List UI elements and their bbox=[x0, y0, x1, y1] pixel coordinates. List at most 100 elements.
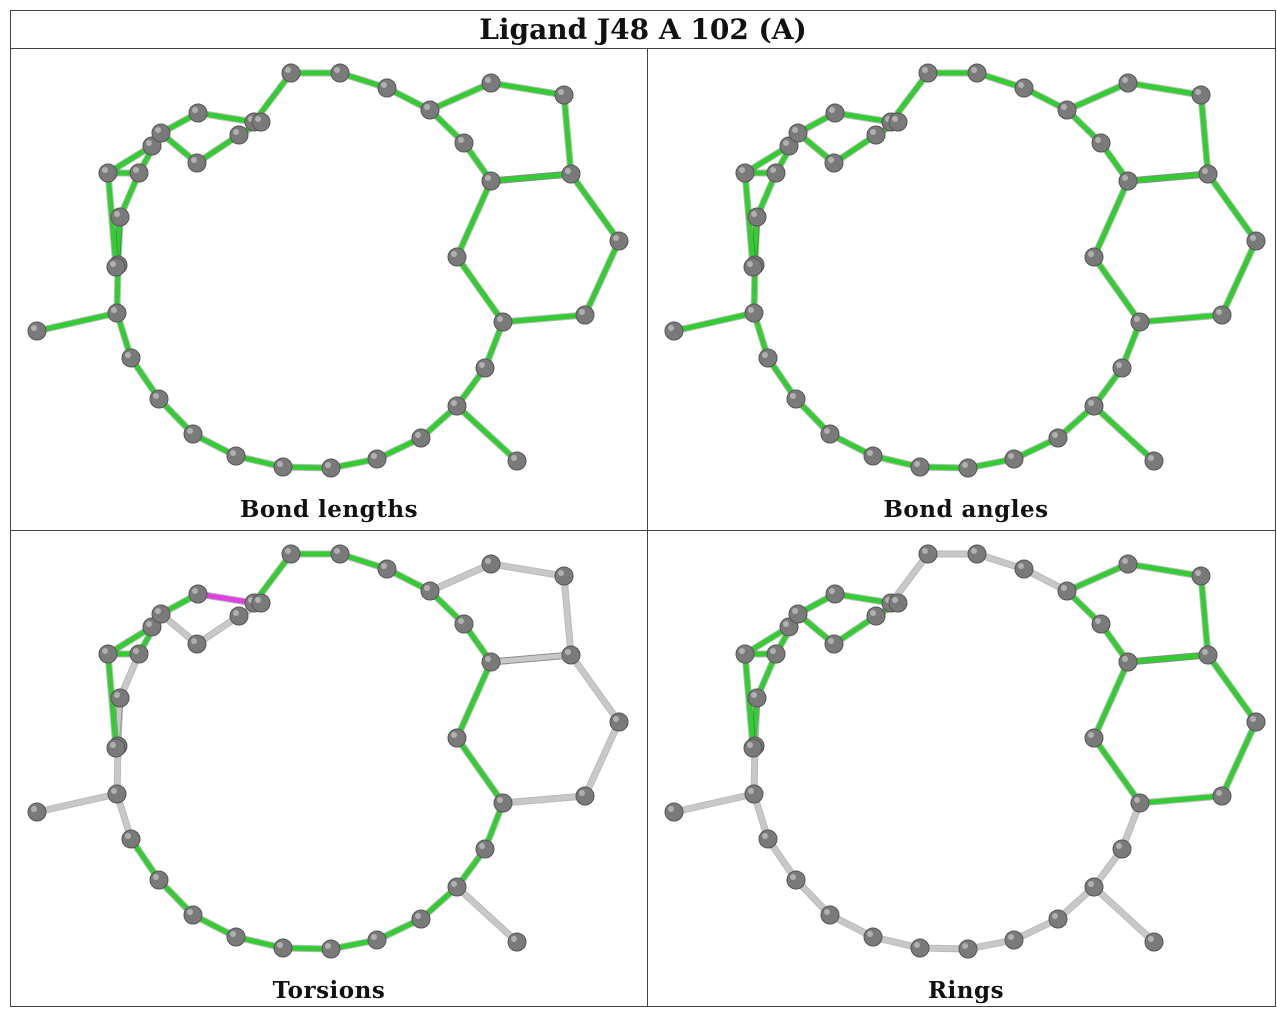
atom-highlight bbox=[334, 67, 340, 73]
atom bbox=[481, 73, 501, 93]
atom-highlight bbox=[146, 621, 152, 627]
atom bbox=[411, 909, 431, 929]
atom-highlight bbox=[1134, 316, 1140, 322]
bond bbox=[1198, 573, 1211, 658]
atom bbox=[575, 786, 595, 806]
atom bbox=[735, 163, 755, 183]
atom-highlight bbox=[255, 597, 261, 603]
atom bbox=[788, 604, 808, 624]
atom-highlight bbox=[155, 608, 161, 614]
bond bbox=[568, 652, 622, 725]
atom-highlight bbox=[187, 428, 193, 434]
atom-highlight bbox=[790, 393, 796, 399]
atom-highlight bbox=[1008, 934, 1014, 940]
atom-highlight bbox=[922, 548, 928, 554]
atom bbox=[958, 939, 978, 959]
atom-highlight bbox=[1195, 89, 1201, 95]
atom-highlight bbox=[285, 67, 291, 73]
atom-highlight bbox=[458, 137, 464, 143]
atom bbox=[910, 938, 930, 958]
atom-highlight bbox=[1018, 563, 1024, 569]
atom bbox=[454, 614, 474, 634]
atom-highlight bbox=[187, 909, 193, 915]
atom-highlight bbox=[751, 692, 757, 698]
atom-highlight bbox=[565, 168, 571, 174]
atom-highlight bbox=[1216, 790, 1222, 796]
atom-highlight bbox=[111, 788, 117, 794]
atom-highlight bbox=[153, 874, 159, 880]
atom-highlight bbox=[914, 461, 920, 467]
atom bbox=[561, 645, 581, 665]
atom-highlight bbox=[770, 648, 776, 654]
atom bbox=[321, 939, 341, 959]
atom bbox=[229, 606, 249, 626]
atom bbox=[188, 103, 208, 123]
atom-highlight bbox=[762, 833, 768, 839]
atom-highlight bbox=[1018, 82, 1024, 88]
atom bbox=[1198, 645, 1218, 665]
atom bbox=[609, 231, 629, 251]
panel-bond-angles: Bond angles bbox=[648, 50, 1277, 530]
atom-highlight bbox=[922, 67, 928, 73]
bond bbox=[1125, 80, 1204, 98]
atom bbox=[1212, 305, 1232, 325]
atom bbox=[766, 644, 786, 664]
atom-highlight bbox=[479, 843, 485, 849]
atom bbox=[420, 581, 440, 601]
atom bbox=[1112, 839, 1132, 859]
bond bbox=[1125, 652, 1211, 665]
atom bbox=[183, 905, 203, 925]
atom bbox=[1198, 164, 1218, 184]
divider-vertical bbox=[647, 49, 648, 1007]
atom bbox=[107, 784, 127, 804]
atom bbox=[664, 321, 684, 341]
divider-horizontal bbox=[11, 530, 1275, 531]
atom bbox=[1048, 428, 1068, 448]
atom bbox=[1118, 73, 1138, 93]
atom bbox=[1084, 396, 1104, 416]
atom bbox=[481, 652, 501, 672]
panel-rings: Rings bbox=[648, 531, 1277, 1011]
atom-highlight bbox=[102, 648, 108, 654]
atom bbox=[1014, 78, 1034, 98]
atom-highlight bbox=[824, 909, 830, 915]
atom-highlight bbox=[558, 570, 564, 576]
atom bbox=[786, 389, 806, 409]
atom bbox=[825, 103, 845, 123]
atom-highlight bbox=[334, 548, 340, 554]
atom bbox=[888, 593, 908, 613]
atom bbox=[420, 100, 440, 120]
atom bbox=[187, 153, 207, 173]
atom-highlight bbox=[233, 129, 239, 135]
atom bbox=[958, 458, 978, 478]
atom bbox=[129, 163, 149, 183]
atom bbox=[825, 584, 845, 604]
atom-highlight bbox=[971, 67, 977, 73]
molecule-bond-angles bbox=[664, 63, 1266, 478]
atom-highlight bbox=[613, 235, 619, 241]
atom bbox=[824, 153, 844, 173]
atom-highlight bbox=[751, 211, 757, 217]
atom bbox=[743, 257, 763, 277]
atom-highlight bbox=[233, 610, 239, 616]
atom-highlight bbox=[1202, 168, 1208, 174]
bond bbox=[1137, 793, 1225, 806]
atom bbox=[1212, 786, 1232, 806]
atom bbox=[273, 938, 293, 958]
atom bbox=[98, 163, 118, 183]
atom-highlight bbox=[1052, 432, 1058, 438]
atom-highlight bbox=[114, 692, 120, 698]
atom-highlight bbox=[133, 648, 139, 654]
atom-highlight bbox=[971, 548, 977, 554]
atom-highlight bbox=[277, 461, 283, 467]
bond bbox=[1091, 178, 1131, 260]
atom-highlight bbox=[277, 942, 283, 948]
atom-highlight bbox=[739, 167, 745, 173]
atom bbox=[98, 644, 118, 664]
atom bbox=[281, 544, 301, 564]
atom bbox=[743, 738, 763, 758]
bond bbox=[561, 92, 574, 177]
caption-bond-angles: Bond angles bbox=[883, 496, 1049, 523]
atom bbox=[1144, 451, 1164, 471]
atom-highlight bbox=[867, 450, 873, 456]
